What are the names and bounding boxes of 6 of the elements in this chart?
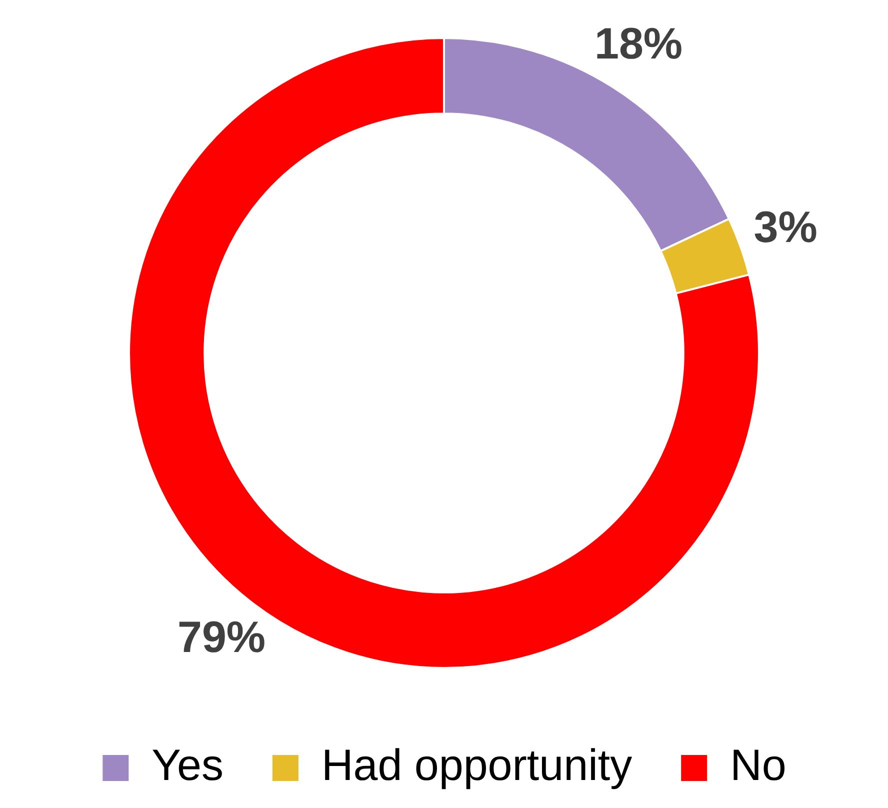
legend-label: No [730, 741, 786, 790]
data-label: 18% [594, 20, 683, 69]
legend-label: Yes [152, 741, 224, 790]
data-label: 79% [177, 612, 266, 662]
legend-label: Had opportunity [321, 741, 632, 790]
data-label: 3% [754, 203, 818, 252]
